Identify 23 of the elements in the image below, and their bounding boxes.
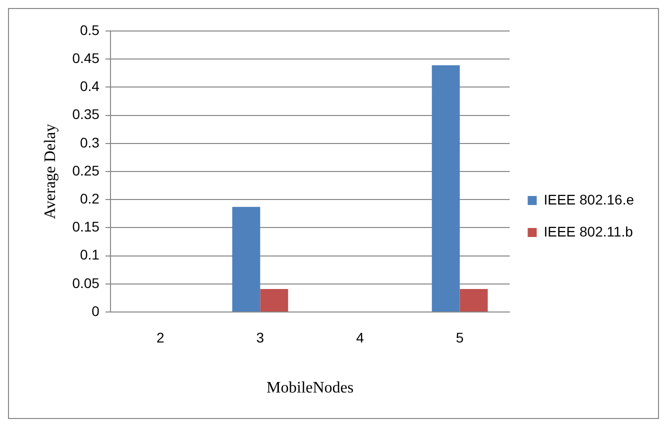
y-tick-label: 0.3 <box>80 134 100 150</box>
y-tick-label: 0.5 <box>80 22 100 38</box>
y-tick-label: 0.45 <box>72 50 100 66</box>
y-tick-label: 0.05 <box>72 274 100 291</box>
y-tick-label: 0.25 <box>72 162 100 178</box>
legend-label: IEEE 802.16.e <box>544 191 634 208</box>
bar <box>460 288 488 312</box>
y-tick-label: 0.15 <box>72 218 100 235</box>
bar <box>432 65 460 312</box>
y-tick-label: 0.2 <box>80 190 100 206</box>
x-tick-label: 4 <box>356 329 364 346</box>
x-tick-label: 2 <box>156 329 164 346</box>
y-tick-label: 0.4 <box>80 78 100 94</box>
y-tick-label: 0 <box>92 302 100 319</box>
bar <box>260 288 288 312</box>
x-axis-title: MobileNodes <box>266 380 354 397</box>
y-tick-label: 0.1 <box>80 246 100 263</box>
bar <box>232 206 260 312</box>
y-axis-title: Average Delay <box>42 124 59 220</box>
x-tick-label: 5 <box>456 329 464 346</box>
legend-label: IEEE 802.11.b <box>544 223 634 240</box>
x-tick-label: 3 <box>256 329 264 346</box>
y-tick-label: 0.35 <box>72 106 100 122</box>
